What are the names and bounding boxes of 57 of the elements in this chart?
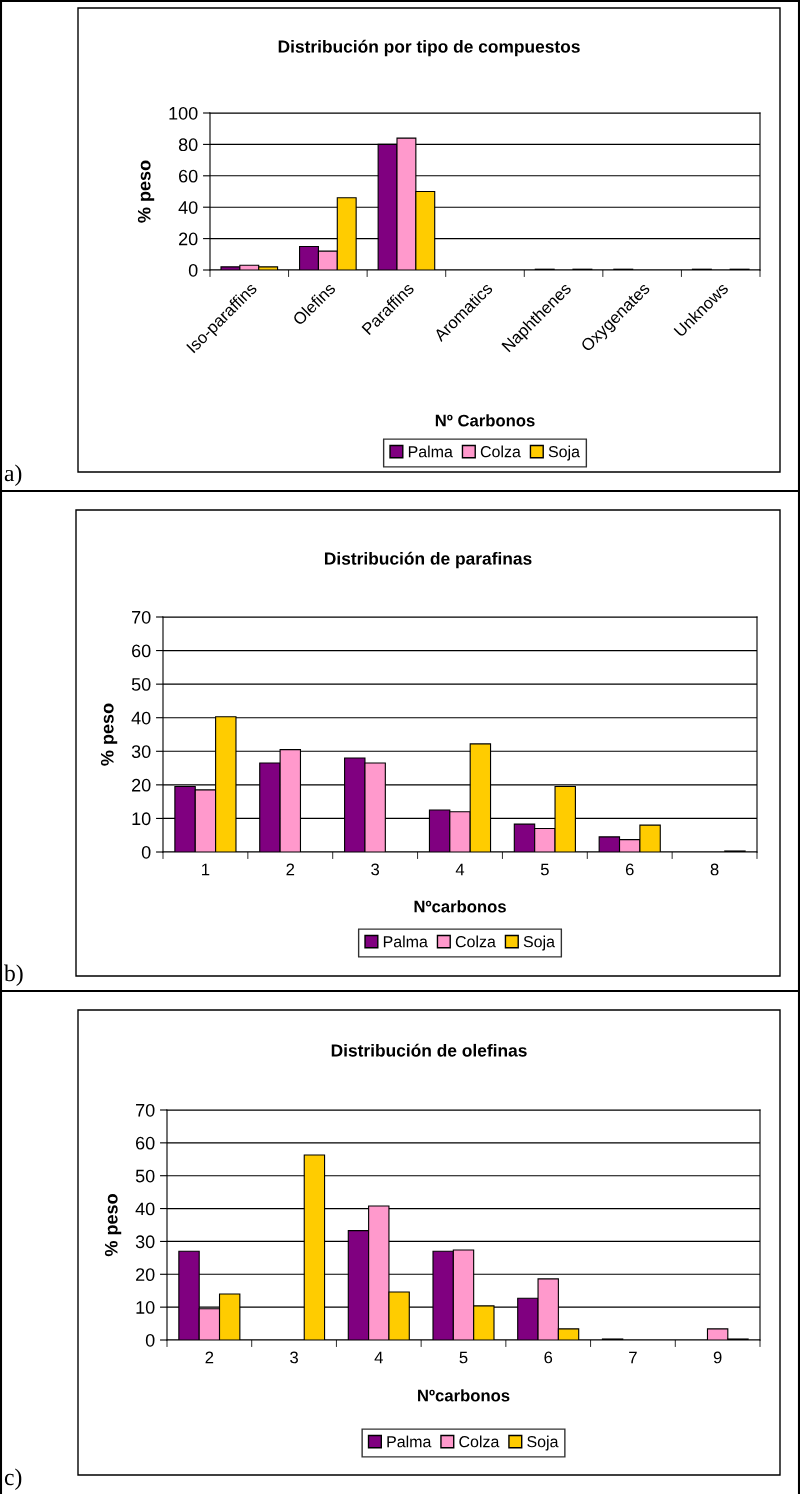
y-tick-label: 20 <box>136 1268 155 1282</box>
text: b) <box>4 964 23 986</box>
chart-title: Distribución por tipo de compuestos <box>278 39 580 57</box>
y-tick-label: 40 <box>131 711 151 725</box>
x-tick-label: 2 <box>286 863 295 876</box>
y-tick-label: 10 <box>132 812 151 826</box>
chart-title: Distribución de olefinas <box>331 1043 527 1057</box>
y-tick-label: 0 <box>141 845 151 859</box>
legend-label: Soja <box>527 1435 559 1451</box>
x-tick-label: 7 <box>629 1351 637 1364</box>
legend-label: Palma <box>387 1435 432 1448</box>
y-tick-label: 60 <box>179 169 198 183</box>
x-tick-label: 1 <box>202 863 210 876</box>
text: c) <box>4 1468 22 1490</box>
y-tick-label: 20 <box>132 778 151 792</box>
x-tick-label: 4 <box>374 1351 383 1364</box>
y-tick-label: 50 <box>131 678 151 691</box>
chart-title: Distribución de parafinas <box>324 551 532 569</box>
y-tick-label: 40 <box>135 1202 155 1216</box>
legend-label: Soja <box>548 445 580 461</box>
y-tick-label: 30 <box>135 1235 155 1249</box>
text: a) <box>4 464 22 486</box>
x-axis-title: Nºcarbonos <box>418 1389 510 1402</box>
y-tick-label: 0 <box>145 1333 155 1347</box>
y-tick-label: 60 <box>136 1136 155 1150</box>
x-tick-label: 5 <box>459 1351 468 1364</box>
x-tick-label: 8 <box>710 863 719 876</box>
y-tick-label: 40 <box>178 201 198 214</box>
y-tick-label: 10 <box>136 1301 155 1314</box>
y-axis-title: % peso <box>104 1194 122 1257</box>
legend-label: Palma <box>383 935 428 948</box>
y-tick-label: 50 <box>135 1169 155 1183</box>
x-tick-label: 3 <box>290 1351 298 1364</box>
x-tick-label: 6 <box>625 863 634 876</box>
legend-label: Palma <box>408 445 453 458</box>
y-tick-label: 70 <box>136 1103 155 1117</box>
y-axis-title: % peso <box>137 160 155 223</box>
y-tick-label: 80 <box>178 138 198 152</box>
y-tick-label: 0 <box>188 263 198 277</box>
y-tick-label: 100 <box>169 106 198 120</box>
legend-label: Colza <box>455 935 496 948</box>
legend-label: Colza <box>480 445 521 458</box>
x-tick-label: 4 <box>455 863 465 876</box>
y-tick-label: 30 <box>131 745 151 759</box>
x-tick-label: 5 <box>540 863 549 876</box>
x-axis-title: Nº Carbonos <box>435 414 535 427</box>
y-tick-label: 20 <box>179 232 198 246</box>
y-axis-title: % peso <box>100 703 118 766</box>
y-tick-label: 60 <box>132 644 151 658</box>
x-tick-label: 6 <box>544 1351 553 1364</box>
legend-label: Soja <box>523 935 555 951</box>
x-tick-label: 2 <box>205 1351 214 1364</box>
legend-label: Colza <box>459 1435 500 1448</box>
x-tick-label: 3 <box>371 863 380 876</box>
x-axis-title: Nºcarbonos <box>414 900 506 913</box>
y-tick-label: 70 <box>132 610 151 624</box>
x-tick-label: 9 <box>713 1351 722 1364</box>
